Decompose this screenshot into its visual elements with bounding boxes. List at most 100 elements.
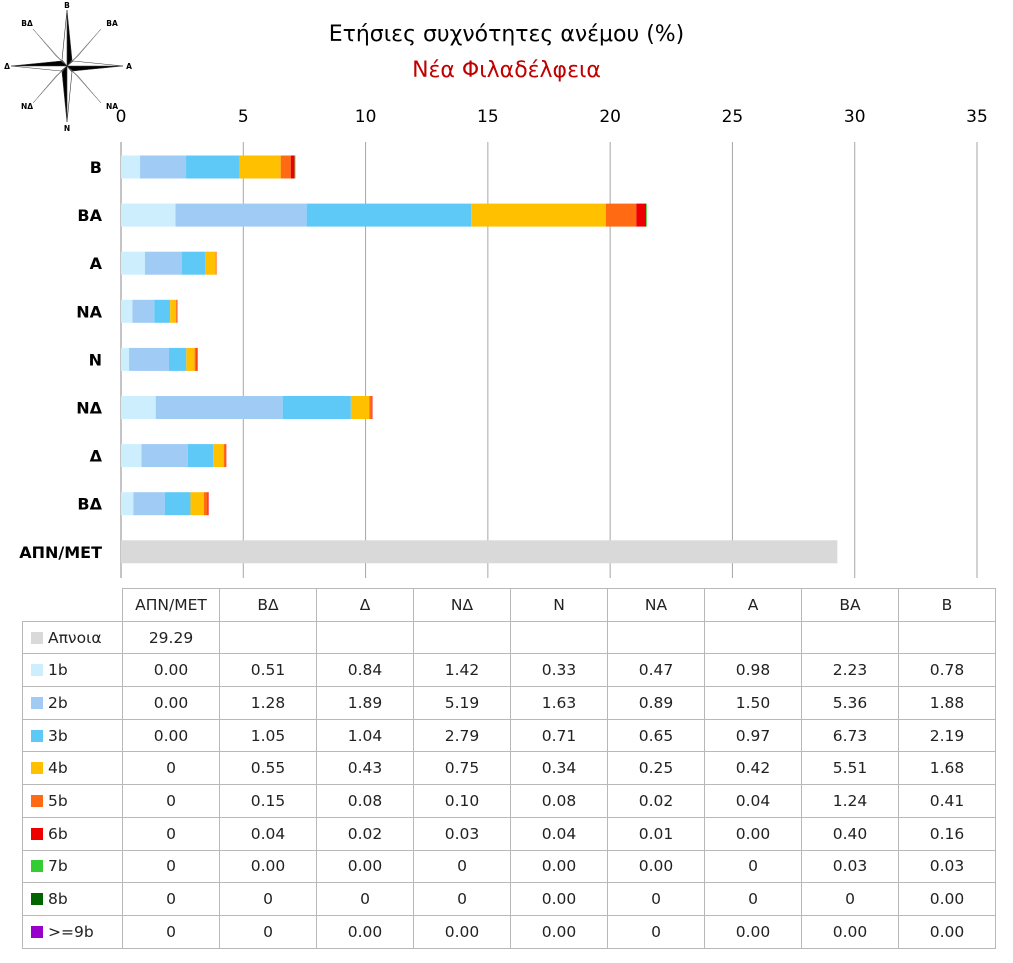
bar-segment: [121, 492, 134, 516]
x-tick-label: 5: [238, 107, 249, 127]
table-cell: [219, 620, 317, 655]
table-row: >=9b 0 0 0.00 0.00 0.00 0 0.00 0.00 0.00: [22, 914, 996, 949]
bar-segment: [176, 299, 178, 323]
table-row: Απνοια 29.29: [22, 620, 996, 655]
table-cell: 0.04: [219, 816, 317, 851]
compass-label-w: Δ: [4, 62, 10, 71]
table-cell: 0: [413, 882, 511, 916]
table-cell: 0: [316, 882, 414, 916]
table-cell: 0: [122, 751, 220, 786]
chart-title: Ετήσιες συχνότητες ανέμου (%): [328, 22, 685, 47]
bar-segment: [175, 203, 307, 227]
bar-segment: [186, 347, 195, 371]
legend-entry: 7b: [22, 849, 123, 884]
table-cell: 0.00: [219, 849, 317, 884]
table-row: 5b 0 0.15 0.08 0.10 0.08 0.02 0.04 1.24 0.41: [22, 784, 996, 818]
legend-swatch: [31, 893, 43, 906]
table-cell: 1.42: [413, 653, 511, 688]
table-cell: 2.19: [898, 718, 996, 753]
table-cell: 0: [122, 914, 220, 949]
bar-segment: [140, 155, 187, 179]
table-cell: 0.02: [316, 816, 414, 851]
x-tick-label: 35: [966, 107, 988, 127]
table-header-row: ΑΠΝ/ΜΕΤ ΒΔ Δ ΝΔ Ν ΝΑ Α ΒΑ Β: [22, 588, 996, 622]
y-category-label: ΒΑ: [77, 206, 102, 225]
compass-label-se: ΝΑ: [106, 102, 118, 111]
table-cell: 0.00: [122, 653, 220, 688]
table-cell: 0.34: [510, 751, 608, 786]
table-cell: 0.65: [607, 718, 705, 753]
table-cell: 0.84: [316, 653, 414, 688]
table-row: 6b 0 0.04 0.02 0.03 0.04 0.01 0.00 0.40 0.16: [22, 816, 996, 851]
x-tick-label: 30: [844, 107, 866, 127]
bar-segment: [121, 203, 176, 227]
compass-label-sw: ΝΔ: [21, 102, 33, 111]
bar-segment: [196, 347, 198, 371]
table-cell: 0: [122, 882, 220, 916]
x-tick-label: 15: [477, 107, 499, 127]
legend-swatch: [31, 925, 43, 938]
table-cell: 5.51: [801, 751, 899, 786]
bar-segment: [132, 299, 155, 323]
bar-segment: [306, 203, 472, 227]
bar-segment: [203, 492, 208, 516]
table-cell: 0.43: [316, 751, 414, 786]
table-row: 2b 0.00 1.28 1.89 5.19 1.63 0.89 1.50 5.36 1.88: [22, 686, 996, 720]
table-row: 3b 0.00 1.05 1.04 2.79 0.71 0.65 0.97 6.73 2.19: [22, 718, 996, 753]
table-cell: 0.00: [122, 686, 220, 720]
bar-segment: [646, 203, 647, 227]
table-cell: 0.00: [898, 882, 996, 916]
legend-label: 1b: [48, 661, 68, 680]
table-cell: [413, 620, 511, 655]
table-cell: 0: [607, 882, 705, 916]
legend-swatch: [31, 860, 43, 873]
bar-segment: [282, 396, 351, 419]
bar-segment: [121, 444, 142, 468]
legend-swatch: [31, 631, 43, 644]
legend-entry: Απνοια: [22, 620, 123, 655]
table-cell: [801, 620, 899, 655]
legend-swatch: [31, 664, 43, 677]
x-tick-label: 25: [722, 107, 744, 127]
table-cell: 0: [704, 849, 802, 884]
table-cell: 0.04: [510, 816, 608, 851]
table-cell: 0: [122, 816, 220, 851]
table-cell: 1.88: [898, 686, 996, 720]
table-cell: 0.00: [122, 718, 220, 753]
bar-segment: [294, 155, 296, 179]
bar-segment: [636, 203, 647, 227]
bar-segment: [194, 347, 197, 371]
table-cell: 0.75: [413, 751, 511, 786]
bar-segment: [186, 155, 240, 179]
table-cell: 0.89: [607, 686, 705, 720]
legend-entry: 2b: [22, 686, 123, 720]
table-cell: [510, 620, 608, 655]
table-column-header: ΝΑ: [607, 588, 705, 622]
table-column-header: ΒΑ: [801, 588, 899, 622]
bar-segment: [223, 444, 226, 468]
table-cell: [898, 620, 996, 655]
table-cell: 0.47: [607, 653, 705, 688]
table-cell: 0.00: [316, 914, 414, 949]
table-cell: 29.29: [122, 620, 220, 655]
legend-label: 6b: [48, 824, 68, 843]
bar-segment: [190, 492, 204, 516]
table-cell: [316, 620, 414, 655]
table-cell: 0.08: [316, 784, 414, 818]
legend-entry: >=9b: [22, 914, 123, 949]
table-cell: 0.33: [510, 653, 608, 688]
table-cell: 1.28: [219, 686, 317, 720]
table-cell: 0.25: [607, 751, 705, 786]
compass-label-s: Ν: [64, 124, 70, 133]
table-cell: 0.00: [510, 882, 608, 916]
table-cell: 2.23: [801, 653, 899, 688]
table-column-header: Ν: [510, 588, 608, 622]
table-corner: [22, 588, 123, 622]
bar-segment: [181, 251, 206, 275]
table-cell: 1.68: [898, 751, 996, 786]
legend-swatch: [31, 696, 43, 709]
table-cell: 0.00: [607, 849, 705, 884]
table-cell: 0: [607, 914, 705, 949]
bar-segment: [144, 251, 182, 275]
bar-segment: [207, 492, 209, 516]
